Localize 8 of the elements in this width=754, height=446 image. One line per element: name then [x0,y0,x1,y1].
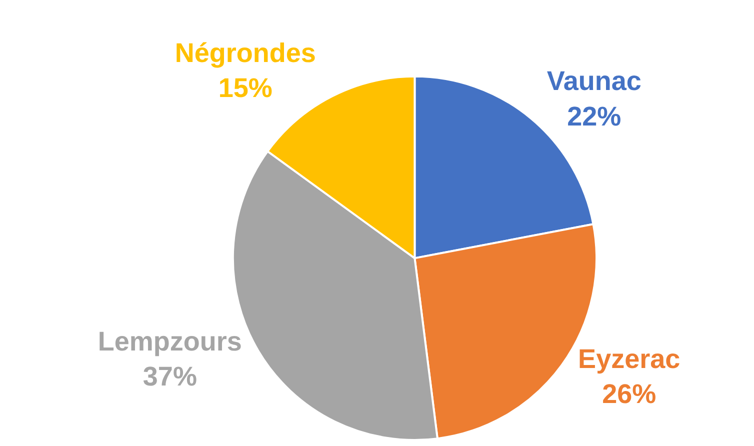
slice-label: Vaunac [546,66,642,96]
data-label: 26% [602,378,656,409]
data-label: 22% [567,101,622,132]
data-label: 37% [142,362,197,392]
data-label: 15% [218,72,272,103]
slice-label: Négrondes [174,38,316,68]
slice-label: Eyzerac [578,344,680,374]
slice-label: Lempzours [98,326,242,357]
